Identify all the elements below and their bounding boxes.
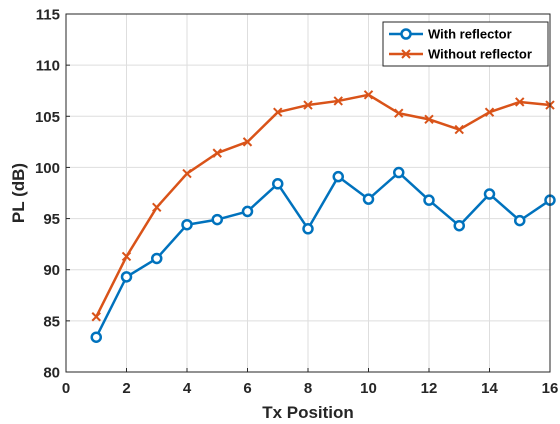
legend-label-without-reflector: Without reflector bbox=[428, 47, 532, 62]
series-group bbox=[90, 90, 556, 343]
tick-labels: 0 2 4 6 8 10 12 14 16 80 85 90 95 100 105 110 115 bbox=[35, 7, 558, 398]
y-tick-label: 100 bbox=[35, 160, 60, 177]
data-point-without-reflector bbox=[303, 100, 313, 110]
data-point-with-reflector bbox=[453, 219, 465, 232]
y-tick-label: 90 bbox=[43, 262, 60, 279]
y-axis-label: PL (dB) bbox=[9, 163, 28, 223]
legend: With reflector Without reflector bbox=[382, 21, 549, 67]
data-point-without-reflector bbox=[424, 114, 434, 125]
legend-marker-without-reflector bbox=[401, 49, 411, 59]
data-point-with-reflector bbox=[483, 188, 496, 200]
data-point-without-reflector bbox=[152, 202, 162, 213]
data-point-with-reflector bbox=[272, 178, 284, 190]
series-line-with-reflector bbox=[95, 171, 551, 338]
data-point-with-reflector bbox=[181, 218, 193, 231]
x-tick-label: 0 bbox=[62, 380, 70, 397]
data-point-without-reflector bbox=[242, 137, 253, 147]
data-point-without-reflector bbox=[363, 90, 374, 100]
data-point-without-reflector bbox=[273, 107, 283, 117]
x-tick-label: 4 bbox=[183, 380, 192, 397]
data-point-with-reflector bbox=[393, 166, 405, 179]
legend-box bbox=[382, 21, 549, 67]
y-tick-label: 80 bbox=[43, 365, 60, 382]
data-point-without-reflector bbox=[333, 96, 343, 106]
y-tick-label: 95 bbox=[43, 211, 60, 228]
data-point-without-reflector bbox=[394, 108, 404, 118]
x-tick-label: 16 bbox=[542, 380, 559, 397]
data-point-with-reflector bbox=[151, 252, 163, 265]
data-point-with-reflector bbox=[514, 214, 526, 227]
data-point-without-reflector bbox=[121, 251, 132, 262]
x-tick-label: 8 bbox=[304, 380, 312, 397]
y-tick-label: 85 bbox=[43, 313, 60, 330]
data-point-without-reflector bbox=[454, 124, 464, 135]
y-tick-label: 105 bbox=[35, 109, 60, 126]
data-point-without-reflector bbox=[212, 148, 222, 158]
data-point-with-reflector bbox=[302, 223, 314, 235]
x-tick-label: 14 bbox=[481, 380, 498, 397]
data-point-with-reflector bbox=[211, 213, 223, 226]
data-point-with-reflector bbox=[423, 194, 435, 206]
x-tick-label: 12 bbox=[421, 380, 438, 397]
y-tick-label: 110 bbox=[36, 58, 60, 75]
data-point-without-reflector bbox=[515, 97, 525, 107]
data-point-with-reflector bbox=[120, 271, 133, 283]
legend-marker-with-reflector bbox=[400, 28, 412, 40]
data-point-with-reflector bbox=[362, 193, 375, 205]
data-point-with-reflector bbox=[241, 205, 254, 218]
legend-label-with-reflector: With reflector bbox=[428, 27, 512, 42]
data-point-with-reflector bbox=[90, 331, 102, 343]
data-point-without-reflector bbox=[484, 107, 495, 117]
x-axis-label: Tx Position bbox=[262, 403, 354, 422]
data-point-without-reflector bbox=[91, 312, 101, 322]
x-tick-label: 10 bbox=[360, 380, 377, 397]
data-point-without-reflector bbox=[182, 168, 192, 179]
y-tick-label: 115 bbox=[36, 7, 60, 24]
data-point-with-reflector bbox=[332, 170, 344, 183]
x-tick-label: 2 bbox=[122, 380, 130, 397]
x-tick-label: 6 bbox=[243, 380, 251, 397]
series-line-without-reflector bbox=[95, 93, 551, 318]
